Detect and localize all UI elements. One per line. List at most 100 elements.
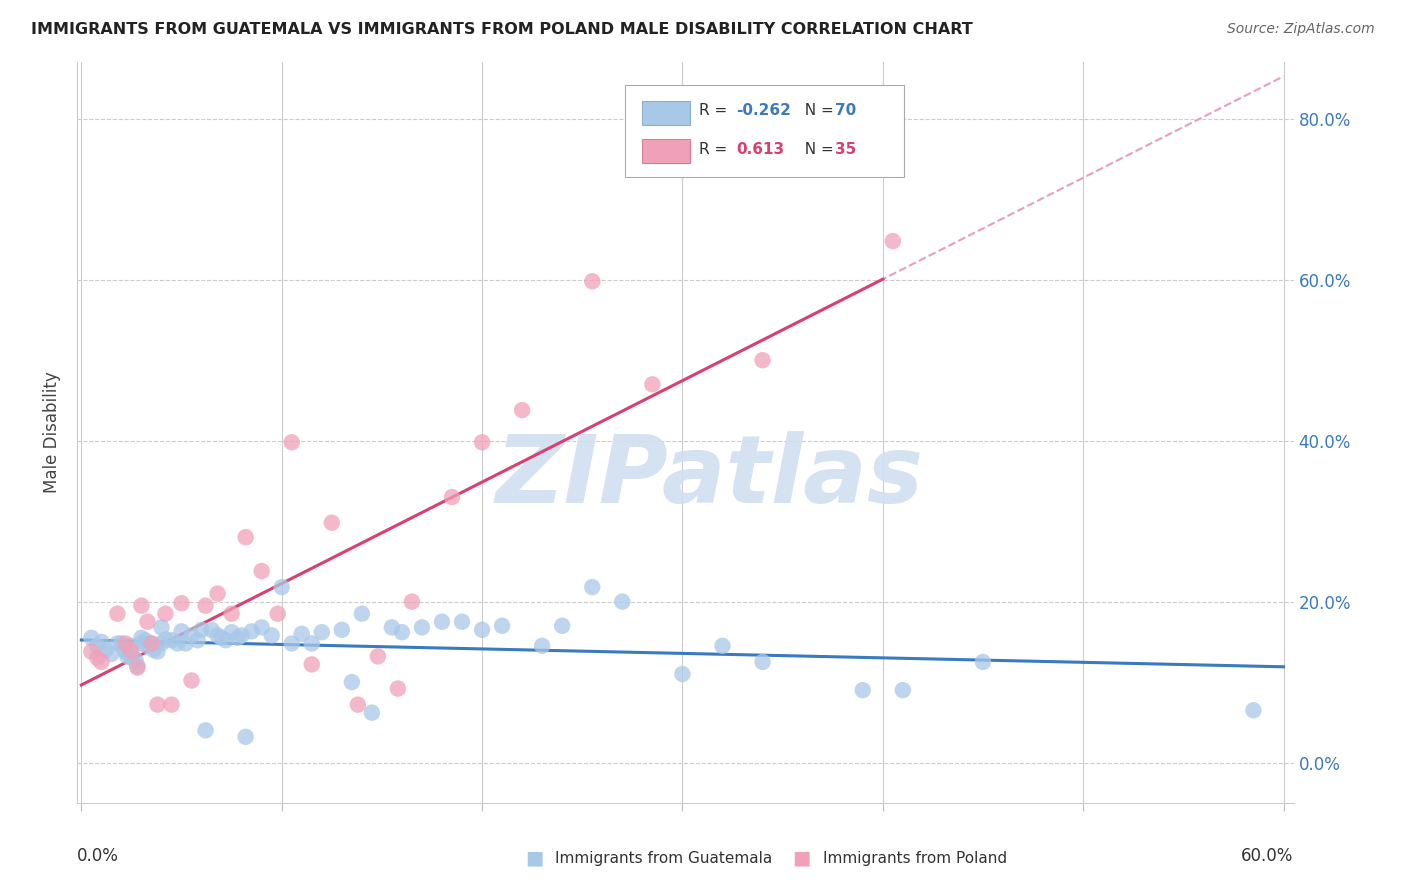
Text: ■: ■ [792, 848, 811, 868]
Point [581, 580, 603, 594]
Point [127, 659, 149, 673]
Point [280, 435, 302, 450]
Text: 70: 70 [835, 103, 856, 118]
Point [471, 623, 494, 637]
Point [347, 698, 370, 712]
Point [120, 639, 142, 653]
Text: 0.613: 0.613 [737, 142, 785, 157]
Point [136, 615, 159, 629]
Point [350, 607, 373, 621]
Point [131, 631, 153, 645]
Point [387, 681, 409, 696]
Point [117, 649, 139, 664]
Point [90, 655, 112, 669]
Text: Source: ZipAtlas.com: Source: ZipAtlas.com [1227, 22, 1375, 37]
Point [180, 628, 202, 642]
Point [321, 516, 343, 530]
Point [391, 625, 413, 640]
Y-axis label: Male Disability: Male Disability [44, 372, 62, 493]
Point [207, 586, 229, 600]
Point [235, 530, 257, 544]
Point [194, 723, 217, 738]
Point [131, 636, 153, 650]
Point [180, 673, 202, 688]
Point [231, 628, 253, 642]
Text: 60.0%: 60.0% [1241, 847, 1294, 865]
Point [531, 639, 554, 653]
Point [194, 599, 217, 613]
Point [134, 633, 156, 648]
Point [160, 633, 183, 648]
Text: 0.0%: 0.0% [77, 847, 120, 865]
Point [170, 624, 193, 639]
Point [411, 620, 433, 634]
FancyBboxPatch shape [624, 85, 904, 178]
Point [107, 607, 129, 621]
Point [80, 631, 103, 645]
Point [174, 636, 197, 650]
Point [612, 594, 634, 608]
Point [1241, 703, 1264, 717]
Point [155, 632, 177, 647]
Point [367, 649, 389, 664]
Point [107, 636, 129, 650]
Point [124, 652, 146, 666]
Point [150, 620, 173, 634]
Point [451, 615, 474, 629]
Point [260, 628, 283, 642]
Point [100, 647, 122, 661]
Point [127, 660, 149, 674]
Point [142, 643, 165, 657]
Point [214, 633, 236, 648]
Point [852, 683, 875, 698]
Point [114, 636, 136, 650]
Point [240, 624, 263, 639]
Point [360, 706, 382, 720]
Point [141, 636, 163, 650]
Point [891, 683, 914, 698]
Point [751, 655, 773, 669]
Point [141, 636, 163, 650]
Point [86, 651, 108, 665]
Point [170, 596, 193, 610]
Point [146, 698, 169, 712]
Text: IMMIGRANTS FROM GUATEMALA VS IMMIGRANTS FROM POLAND MALE DISABILITY CORRELATION : IMMIGRANTS FROM GUATEMALA VS IMMIGRANTS … [31, 22, 973, 37]
Point [882, 234, 904, 248]
Point [166, 636, 188, 650]
Point [250, 564, 273, 578]
Point [510, 403, 533, 417]
Text: ZIPatlas: ZIPatlas [496, 431, 924, 523]
Point [80, 644, 103, 658]
Point [160, 698, 183, 712]
Point [131, 599, 153, 613]
Point [110, 636, 132, 650]
Point [641, 377, 664, 392]
Point [270, 580, 292, 594]
Point [90, 635, 112, 649]
Point [211, 631, 233, 645]
Text: -0.262: -0.262 [737, 103, 792, 118]
Point [267, 607, 290, 621]
Point [381, 620, 404, 634]
Point [226, 631, 249, 645]
Text: Immigrants from Poland: Immigrants from Poland [823, 851, 1007, 865]
Point [301, 636, 323, 650]
Point [146, 644, 169, 658]
Point [311, 625, 333, 640]
Text: 35: 35 [835, 142, 856, 157]
Point [221, 625, 243, 640]
Point [581, 274, 603, 288]
Text: R =: R = [699, 103, 733, 118]
Point [340, 675, 363, 690]
Point [330, 623, 353, 637]
Point [114, 644, 136, 658]
Point [491, 619, 513, 633]
Point [711, 639, 734, 653]
Point [114, 643, 136, 657]
Text: R =: R = [699, 142, 733, 157]
Point [471, 435, 494, 450]
Point [250, 620, 273, 634]
Text: ■: ■ [524, 848, 544, 868]
Point [671, 667, 693, 681]
Point [136, 639, 159, 653]
